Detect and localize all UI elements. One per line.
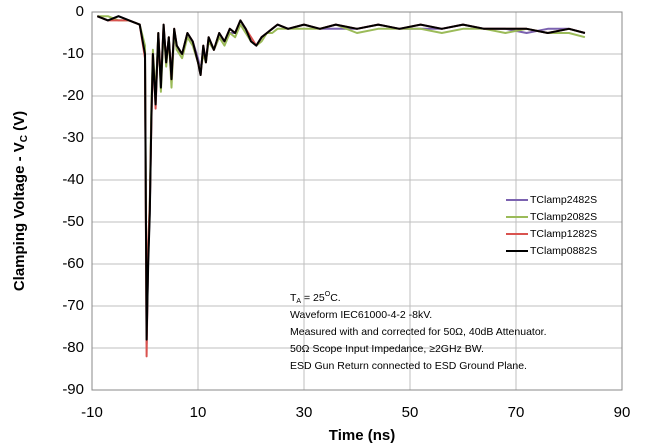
y-label-suffix: (V) <box>11 111 28 135</box>
x-tick-label: 70 <box>508 404 525 421</box>
y-tick-label: -60 <box>62 255 84 272</box>
y-tick-label: -70 <box>62 297 84 314</box>
y-tick-label: -50 <box>62 213 84 230</box>
y-tick-label: -40 <box>62 171 84 188</box>
annotation-sup: O <box>325 291 331 298</box>
annotation-line: 50Ω Scope Input Impedance, ≥2GHz BW. <box>290 343 484 355</box>
annotation-line: ESD Gun Return connected to ESD Ground P… <box>290 360 527 372</box>
y-tick-label: -10 <box>62 45 84 62</box>
annotation-line: TA = 25OC. <box>290 291 341 305</box>
y-tick-label: -30 <box>62 129 84 146</box>
annotation-t: T <box>290 292 297 304</box>
x-tick-label: 50 <box>402 404 419 421</box>
annotation-line: Waveform IEC61000-4-2 -8kV. <box>290 309 432 321</box>
y-tick-label: 0 <box>76 3 84 20</box>
annotation: TA = 25OC. Waveform IEC61000-4-2 -8kV. Me… <box>290 291 547 372</box>
y-label-text: Clamping Voltage - V <box>11 142 28 291</box>
y-axis-label: Clamping Voltage - VC (V) <box>11 111 30 291</box>
series-line <box>96 15 586 341</box>
x-tick-label: 10 <box>190 404 207 421</box>
y-tick-label: -80 <box>62 339 84 356</box>
plot-frame <box>91 11 623 391</box>
x-axis-label: Time (ns) <box>329 427 395 444</box>
annotation-mid: = 25 <box>301 292 325 304</box>
legend-label: TClamp1282S <box>530 228 597 240</box>
y-tick-label: -90 <box>62 381 84 398</box>
x-tick-label: 90 <box>614 404 631 421</box>
legend-label: TClamp0882S <box>530 245 597 257</box>
annotation-end: C. <box>330 292 341 304</box>
y-tick-label: -20 <box>62 87 84 104</box>
legend-label: TClamp2082S <box>530 211 597 223</box>
x-tick-label: 30 <box>296 404 313 421</box>
annotation-sub: A <box>296 298 301 305</box>
legend-label: TClamp2482S <box>530 194 597 206</box>
x-tick-label: -10 <box>81 404 103 421</box>
annotation-line: Measured with and corrected for 50Ω, 40d… <box>290 326 547 338</box>
y-label-sub: C <box>19 135 30 142</box>
